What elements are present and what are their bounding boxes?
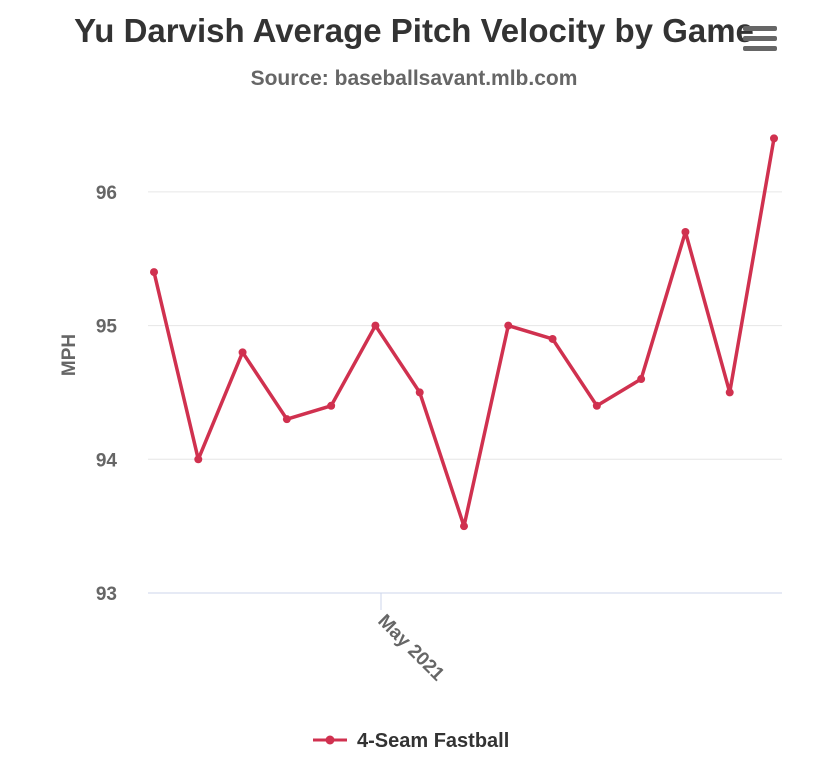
data-point[interactable] bbox=[327, 401, 336, 410]
chart-title: Yu Darvish Average Pitch Velocity by Gam… bbox=[74, 12, 754, 49]
y-tick-label: 96 bbox=[96, 183, 117, 204]
y-axis-title: MPH bbox=[59, 334, 80, 376]
data-point[interactable] bbox=[460, 522, 468, 531]
y-axis: 93 94 95 96 bbox=[96, 183, 118, 605]
data-point[interactable] bbox=[548, 334, 557, 343]
legend-label[interactable]: 4-Seam Fastball bbox=[357, 730, 509, 752]
series-line bbox=[152, 138, 776, 528]
data-point[interactable] bbox=[415, 388, 424, 397]
hamburger-menu-icon[interactable] bbox=[743, 26, 777, 51]
data-point[interactable] bbox=[592, 401, 601, 410]
grid-lines bbox=[148, 191, 782, 460]
data-point[interactable] bbox=[770, 134, 778, 143]
data-point[interactable] bbox=[681, 227, 690, 236]
y-tick-label: 93 bbox=[96, 584, 117, 605]
y-tick-label: 94 bbox=[96, 450, 118, 471]
legend-marker bbox=[325, 735, 335, 745]
data-point[interactable] bbox=[725, 388, 734, 397]
data-point[interactable] bbox=[371, 321, 380, 330]
legend[interactable]: 4-Seam Fastball bbox=[313, 730, 509, 752]
data-point[interactable] bbox=[504, 321, 513, 330]
data-point[interactable] bbox=[637, 375, 646, 384]
data-point[interactable] bbox=[150, 268, 158, 277]
data-point[interactable] bbox=[282, 415, 291, 424]
data-point[interactable] bbox=[194, 455, 203, 464]
y-tick-label: 95 bbox=[96, 317, 118, 338]
chart-subtitle: Source: baseballsavant.mlb.com bbox=[251, 67, 578, 90]
data-point[interactable] bbox=[238, 348, 247, 357]
x-axis: May 2021 bbox=[148, 592, 782, 686]
series-layer bbox=[150, 134, 778, 531]
x-tick-label: May 2021 bbox=[373, 611, 448, 686]
